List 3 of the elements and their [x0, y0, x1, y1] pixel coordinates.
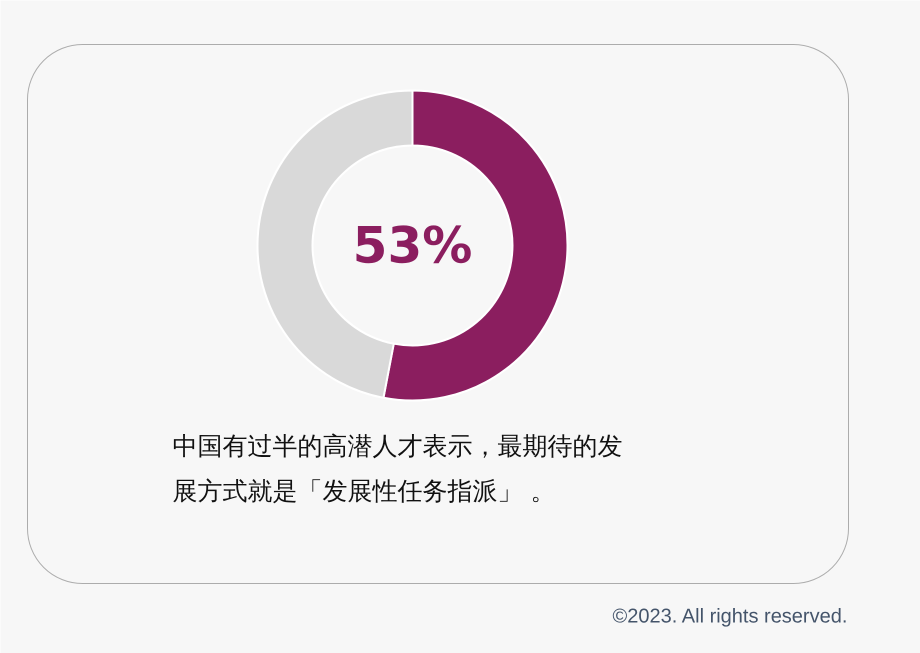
text: ©2023. All rights reserved. — [612, 606, 848, 628]
data-label: 53% — [352, 216, 472, 274]
text: 中国有过半的高潜人才表示，最期待的发展方式就是「发展性任务指派」 。 — [172, 432, 622, 506]
